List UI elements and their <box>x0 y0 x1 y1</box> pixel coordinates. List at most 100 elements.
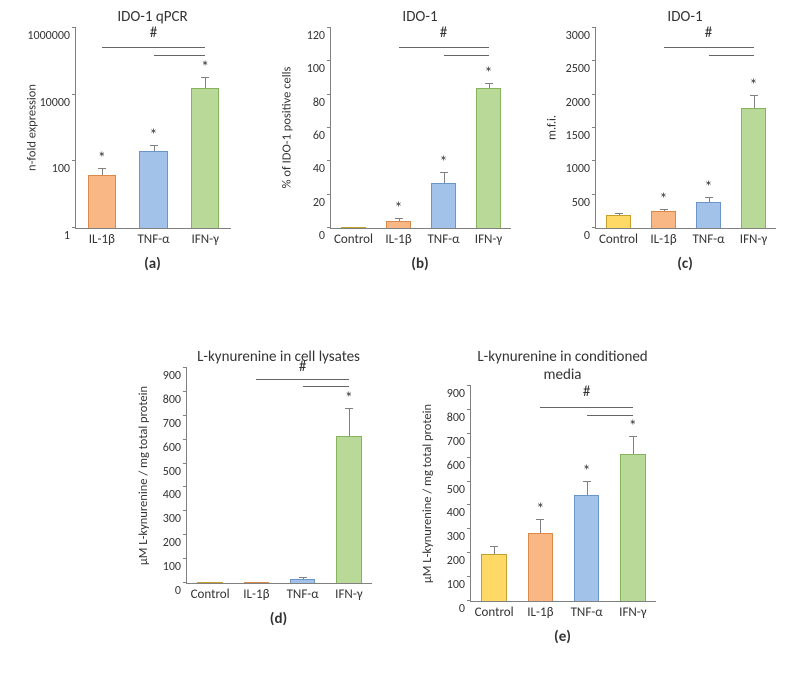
panel-letter: (e) <box>470 628 655 646</box>
x-tick-label: IL-1β <box>527 601 553 620</box>
y-axis-label: m.f.i. <box>545 28 560 228</box>
chart: μM L-kynurenine / mg total protein010020… <box>186 368 372 584</box>
y-tick-mark <box>327 194 331 195</box>
panel-d: L-kynurenine in cell lysates μM L-kynuren… <box>186 348 401 628</box>
y-tick-mark <box>327 227 331 228</box>
y-tick-label: 0 <box>319 229 331 243</box>
error-bar <box>619 214 620 215</box>
significance-star: * <box>485 64 493 83</box>
bar-ifng <box>191 88 219 228</box>
y-tick-label: 1 <box>64 229 76 243</box>
significance-star: * <box>395 199 403 218</box>
error-bar <box>205 78 206 88</box>
error-bar <box>540 520 541 533</box>
y-tick-label: 900 <box>163 369 187 383</box>
y-tick-label: 500 <box>447 483 471 497</box>
figure: IDO-1 qPCRn-fold expression1100100001000… <box>0 0 798 678</box>
bar-il1b <box>651 211 676 228</box>
error-cap <box>536 519 544 520</box>
y-tick-mark <box>592 194 596 195</box>
panel-title: L-kynurenine in cell lysates <box>186 348 371 366</box>
significance-line <box>444 55 489 56</box>
bar-tnfa <box>574 495 599 601</box>
y-tick-mark <box>592 227 596 228</box>
x-tick-label: IFN-γ <box>475 228 502 247</box>
y-tick-label: 800 <box>447 411 471 425</box>
error-bar <box>709 198 710 202</box>
y-tick-label: 100 <box>163 560 187 574</box>
y-tick-label: 1000 <box>566 162 596 176</box>
y-tick-label: 2500 <box>566 62 596 76</box>
y-tick-mark <box>467 481 471 482</box>
bar-tnfa <box>431 183 456 228</box>
error-cap <box>201 77 209 78</box>
y-tick-label: 100 <box>447 578 471 592</box>
y-tick-mark <box>183 582 187 583</box>
y-tick-mark <box>467 576 471 577</box>
y-tick-label: 20 <box>313 196 331 210</box>
panel-a: IDO-1 qPCRn-fold expression1100100001000… <box>75 8 260 273</box>
error-bar <box>303 578 304 579</box>
significance-hash: # <box>299 358 306 376</box>
bar-tnfa <box>139 151 167 228</box>
y-tick-mark <box>467 600 471 601</box>
y-tick-label: 0 <box>584 229 596 243</box>
x-tick-label: Control <box>475 601 514 620</box>
y-axis-label: n-fold expression <box>25 28 40 228</box>
error-cap <box>660 209 668 210</box>
error-bar <box>349 409 350 436</box>
x-tick-label: IFN-γ <box>335 583 362 602</box>
y-tick-mark <box>183 391 187 392</box>
y-tick-label: 60 <box>313 129 331 143</box>
y-tick-mark <box>592 60 596 61</box>
significance-star: * <box>536 500 544 519</box>
error-bar <box>754 96 755 108</box>
x-tick-label: IL-1β <box>89 228 115 247</box>
y-axis-label: μM L-kynurenine / mg total protein <box>136 368 151 583</box>
error-cap <box>705 197 713 198</box>
bar-ifng <box>620 454 645 601</box>
x-tick-label: TNF-α <box>137 228 169 247</box>
bar-ifng <box>476 88 501 228</box>
y-tick-mark <box>592 127 596 128</box>
y-tick-mark <box>72 27 76 28</box>
x-tick-label: IFN-γ <box>740 228 767 247</box>
significance-star: * <box>440 153 448 172</box>
significance-hash: # <box>705 24 712 42</box>
y-tick-mark <box>183 558 187 559</box>
significance-star: * <box>150 126 158 145</box>
y-tick-label: 300 <box>447 530 471 544</box>
x-tick-label: Control <box>191 583 230 602</box>
significance-line <box>102 47 205 48</box>
significance-line <box>709 55 754 56</box>
error-bar <box>399 219 400 221</box>
error-cap <box>615 213 623 214</box>
chart: μM L-kynurenine / mg total protein010020… <box>470 386 656 602</box>
error-cap <box>299 577 307 578</box>
y-tick-mark <box>72 160 76 161</box>
x-tick-label: IFN-γ <box>619 601 646 620</box>
significance-line <box>303 386 349 387</box>
x-tick-label: TNF-α <box>287 583 319 602</box>
y-tick-mark <box>327 127 331 128</box>
y-tick-mark <box>72 227 76 228</box>
y-tick-mark <box>592 160 596 161</box>
y-tick-mark <box>592 27 596 28</box>
y-tick-mark <box>183 510 187 511</box>
y-tick-mark <box>327 94 331 95</box>
y-tick-label: 40 <box>313 162 331 176</box>
error-cap <box>485 83 493 84</box>
error-bar <box>489 84 490 88</box>
y-tick-mark <box>327 27 331 28</box>
significance-line <box>540 407 633 408</box>
y-tick-label: 80 <box>313 96 331 110</box>
error-cap <box>750 95 758 96</box>
x-tick-label: TNF-α <box>427 228 459 247</box>
error-cap <box>345 408 353 409</box>
y-tick-mark <box>592 94 596 95</box>
x-tick-label: Control <box>334 228 373 247</box>
y-tick-label: 120 <box>307 29 331 43</box>
significance-line <box>399 47 489 48</box>
bar-control <box>481 554 506 601</box>
significance-star: * <box>583 462 591 481</box>
